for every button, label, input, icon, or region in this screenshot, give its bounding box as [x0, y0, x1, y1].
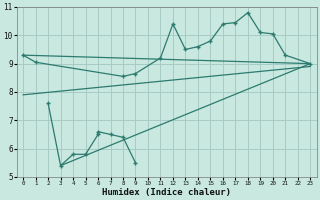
- X-axis label: Humidex (Indice chaleur): Humidex (Indice chaleur): [102, 188, 231, 197]
